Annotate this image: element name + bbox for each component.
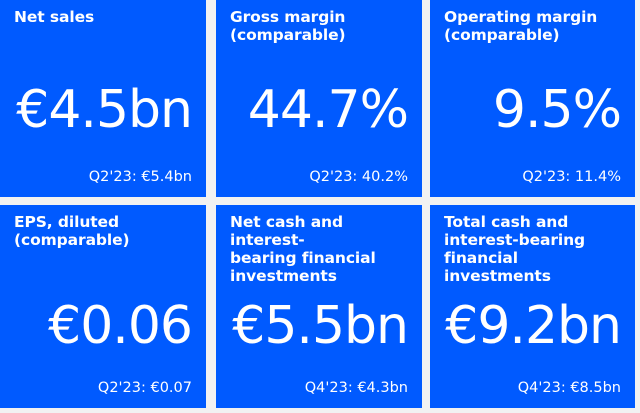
- kpi-value: €5.5bn: [232, 296, 409, 356]
- kpi-comparison: Q4'23: €8.5bn: [517, 380, 621, 396]
- kpi-comparison: Q2'23: 40.2%: [309, 169, 408, 185]
- kpi-label: Operating margin (comparable): [444, 8, 598, 44]
- kpi-comparison: Q4'23: €4.3bn: [304, 380, 408, 396]
- kpi-label: EPS, diluted (comparable): [14, 213, 130, 249]
- kpi-value: €4.5bn: [16, 80, 193, 140]
- kpi-tile-net-cash: Net cash and interest- bearing financial…: [216, 205, 422, 408]
- kpi-value: €9.2bn: [445, 296, 622, 356]
- kpi-comparison: Q2'23: €0.07: [97, 380, 192, 396]
- kpi-tile-gross-margin: Gross margin (comparable) 44.7% Q2'23: 4…: [216, 0, 422, 197]
- kpi-label: Net sales: [14, 8, 95, 26]
- kpi-tile-total-cash: Total cash and interest-bearing financia…: [430, 205, 635, 408]
- kpi-tile-net-sales: Net sales €4.5bn Q2'23: €5.4bn: [0, 0, 206, 197]
- kpi-label: Net cash and interest- bearing financial…: [230, 213, 376, 285]
- kpi-value: €0.06: [48, 296, 193, 356]
- kpi-comparison: Q2'23: €5.4bn: [88, 169, 192, 185]
- kpi-value: 44.7%: [247, 80, 409, 140]
- kpi-label: Gross margin (comparable): [230, 8, 346, 44]
- kpi-comparison: Q2'23: 11.4%: [522, 169, 621, 185]
- kpi-tile-eps-diluted: EPS, diluted (comparable) €0.06 Q2'23: €…: [0, 205, 206, 408]
- kpi-value: 9.5%: [492, 80, 622, 140]
- kpi-label: Total cash and interest-bearing financia…: [444, 213, 586, 285]
- kpi-tile-operating-margin: Operating margin (comparable) 9.5% Q2'23…: [430, 0, 635, 197]
